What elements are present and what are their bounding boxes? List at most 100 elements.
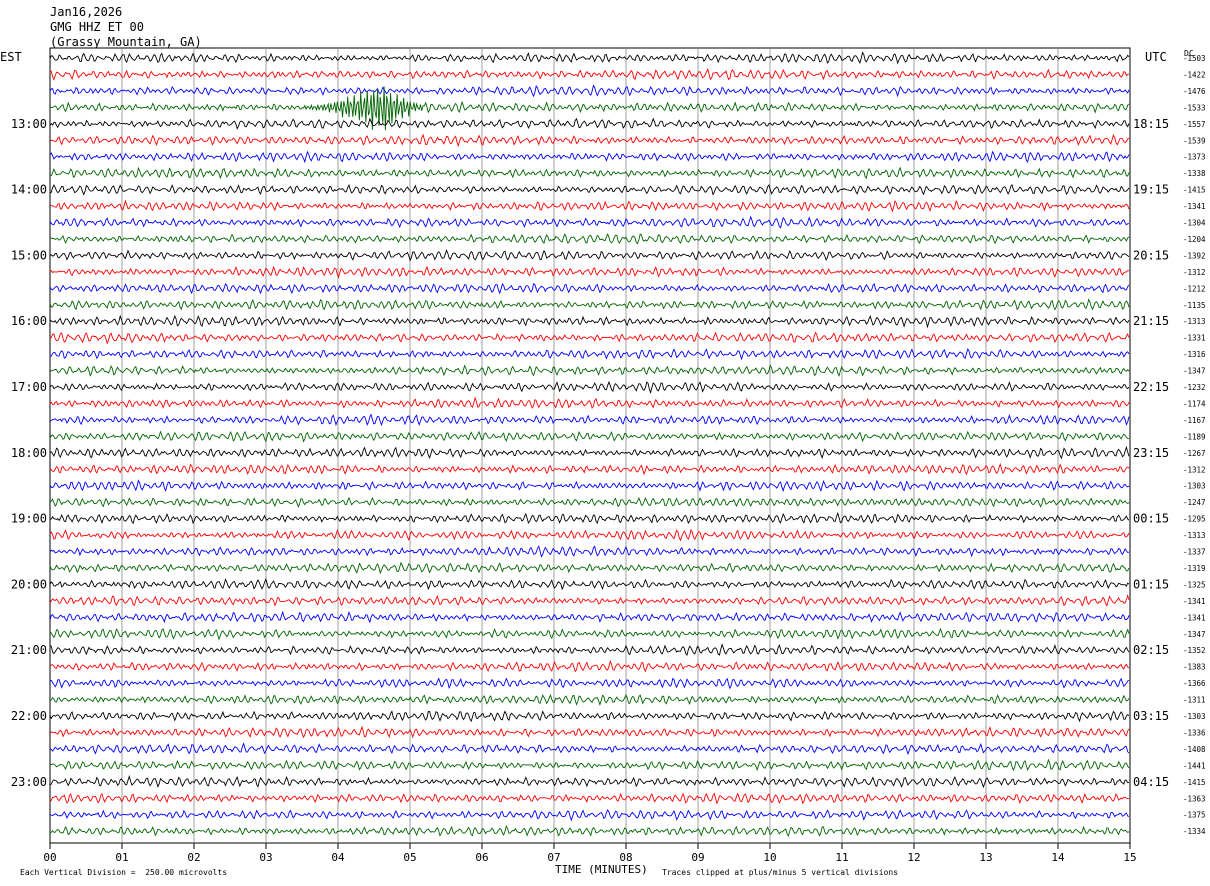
dc-offset-label: -1341 <box>1183 597 1206 606</box>
x-tick-label: 01 <box>115 851 128 864</box>
trace-line <box>49 643 1130 656</box>
trace-line <box>49 742 1130 756</box>
x-tick-label: 04 <box>331 851 345 864</box>
dc-offset-label: -1533 <box>1183 103 1206 112</box>
trace-line <box>49 610 1130 624</box>
left-hour-label: 19:00 <box>11 512 47 526</box>
trace-line <box>49 68 1129 81</box>
trace-line <box>49 627 1130 641</box>
trace-line <box>49 331 1130 345</box>
trace-line <box>49 199 1130 213</box>
right-hour-label: 01:15 <box>1133 577 1169 591</box>
dc-offset-label: -1539 <box>1183 136 1206 145</box>
dc-offset-label: -1312 <box>1183 268 1206 277</box>
header-location: (Grassy Mountain, GA) <box>50 35 202 49</box>
trace-line <box>49 215 1129 229</box>
dc-offset-label: -1347 <box>1183 367 1206 376</box>
dc-offset-label: -1336 <box>1183 728 1206 737</box>
trace-line <box>49 545 1130 558</box>
trace-line <box>49 314 1130 329</box>
trace-line <box>49 380 1130 395</box>
trace-line <box>49 710 1130 723</box>
dc-offset-label: -1408 <box>1183 745 1206 754</box>
dc-offset-label: -1174 <box>1183 399 1206 408</box>
dc-offset-label: -1503 <box>1183 54 1206 63</box>
trace-line <box>49 577 1130 591</box>
dc-offset-label: -1303 <box>1183 482 1206 491</box>
trace-line <box>49 348 1130 361</box>
header-date: Jan16,2026 <box>50 5 123 19</box>
trace-line <box>49 117 1130 130</box>
left-hour-label: 20:00 <box>11 577 47 591</box>
trace-line <box>49 413 1130 427</box>
left-hour-label: 15:00 <box>11 248 47 262</box>
right-timezone-label: UTC <box>1145 50 1167 64</box>
left-hour-label: 14:00 <box>11 183 47 197</box>
trace-line <box>49 774 1130 789</box>
trace-line <box>49 150 1130 164</box>
dc-offset-label: -1311 <box>1183 696 1206 705</box>
dc-offset-label: -1247 <box>1183 498 1206 507</box>
left-hour-label: 23:00 <box>11 775 47 789</box>
trace-line <box>49 364 1130 377</box>
dc-offset-label: -1334 <box>1183 827 1206 836</box>
trace-line <box>49 511 1130 525</box>
dc-offset-label: -1557 <box>1183 120 1206 129</box>
dc-offset-label: -1325 <box>1183 580 1206 589</box>
x-tick-label: 11 <box>835 851 848 864</box>
dc-offset-label: -1441 <box>1183 761 1206 770</box>
dc-offset-label: -1341 <box>1183 202 1206 211</box>
trace-line <box>49 808 1130 822</box>
trace-line <box>49 396 1130 410</box>
dc-offset-label: -1373 <box>1183 153 1206 162</box>
left-timezone-label: EST <box>0 50 22 64</box>
trace-line <box>49 430 1130 443</box>
header-station: GMG HHZ ET 00 <box>50 20 144 34</box>
trace-line <box>49 166 1130 180</box>
trace-line <box>49 825 1130 838</box>
x-tick-label: 14 <box>1051 851 1065 864</box>
x-tick-label: 07 <box>547 851 560 864</box>
dc-offset-label: -1392 <box>1183 251 1206 260</box>
dc-offset-label: -1212 <box>1183 284 1206 293</box>
right-hour-label: 23:15 <box>1133 446 1169 460</box>
right-hour-label: 20:15 <box>1133 248 1169 262</box>
trace-line <box>49 232 1130 245</box>
dc-offset-label: -1366 <box>1183 679 1206 688</box>
dc-offset-label: -1267 <box>1183 449 1206 458</box>
right-hour-label: 18:15 <box>1133 117 1169 131</box>
left-hour-label: 17:00 <box>11 380 47 394</box>
trace-line <box>49 496 1130 508</box>
right-hour-label: 19:15 <box>1133 183 1169 197</box>
seismogram-traces <box>49 51 1130 838</box>
dc-offset-label: -1415 <box>1183 186 1206 195</box>
trace-line <box>49 282 1130 295</box>
plot-grid <box>49 47 1131 849</box>
x-tick-label: 15 <box>1123 851 1136 864</box>
trace-line <box>50 694 1130 707</box>
dc-offset-label: -1363 <box>1183 794 1206 803</box>
trace-line <box>49 561 1130 575</box>
trace-line <box>49 183 1130 196</box>
right-hour-label: 02:15 <box>1133 643 1169 657</box>
dc-offset-label: -1304 <box>1183 219 1206 228</box>
dc-offset-label: -1331 <box>1183 334 1206 343</box>
dc-offset-label: -1303 <box>1183 712 1206 721</box>
scale-note: Each Vertical Division = 250.00 microvol… <box>20 868 228 877</box>
trace-line <box>49 445 1130 460</box>
trace-line <box>49 462 1130 476</box>
dc-offset-label: -1347 <box>1183 630 1206 639</box>
dc-offset-label: -1383 <box>1183 663 1206 672</box>
left-hour-label: 18:00 <box>11 446 47 460</box>
trace-line <box>49 479 1130 493</box>
trace-line <box>49 528 1130 542</box>
trace-line <box>49 758 1130 772</box>
dc-offset-label: -1189 <box>1183 432 1206 441</box>
dc-offset-label: -1319 <box>1183 564 1206 573</box>
dc-offset-label: -1204 <box>1183 235 1206 244</box>
trace-line <box>49 725 1130 739</box>
trace-line <box>49 265 1130 279</box>
dc-offset-label: -1352 <box>1183 646 1206 655</box>
dc-offset-label: -1338 <box>1183 169 1206 178</box>
trace-line <box>50 249 1130 262</box>
